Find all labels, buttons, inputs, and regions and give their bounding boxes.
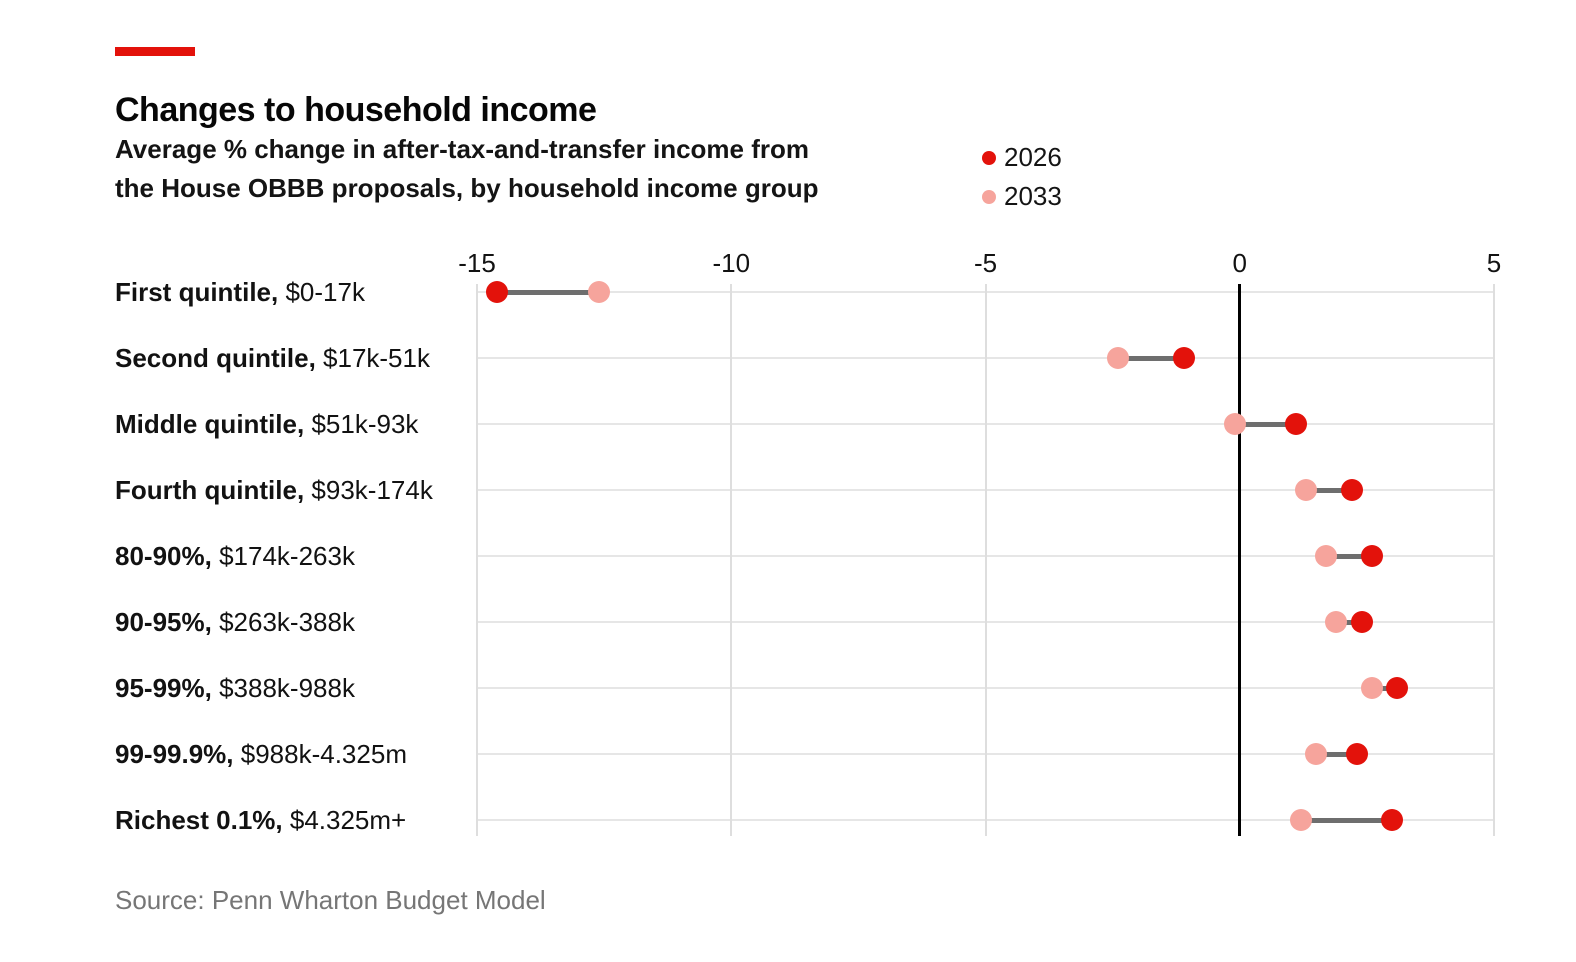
data-point-2033 <box>1360 677 1383 700</box>
x-gridline <box>730 284 733 836</box>
data-point-2026 <box>1360 545 1383 568</box>
category-group-name: Second quintile, <box>115 343 316 374</box>
legend-item-2026: 2026 <box>982 138 1062 177</box>
category-group-name: Richest 0.1%, <box>115 805 283 836</box>
x-gridline <box>984 284 987 836</box>
x-tick-label: -5 <box>973 248 998 278</box>
subtitle-line-1: Average % change in after-tax-and-transf… <box>115 134 809 164</box>
category-label: 90-95%, $263k-388k <box>115 604 355 640</box>
data-point-2033 <box>1223 413 1246 436</box>
legend-item-2033: 2033 <box>982 177 1062 216</box>
data-point-2026 <box>1284 413 1307 436</box>
chart-subtitle: Average % change in after-tax-and-transf… <box>115 130 819 208</box>
category-group-name: Middle quintile, <box>115 409 305 440</box>
category-income-range: $388k-988k <box>211 673 355 704</box>
connector-line <box>1234 421 1296 427</box>
category-label: Second quintile, $17k-51k <box>115 340 430 376</box>
data-point-2033 <box>1106 347 1129 370</box>
connector-line <box>1326 553 1372 559</box>
data-point-2033 <box>588 281 611 303</box>
legend: 2026 2033 <box>982 138 1062 216</box>
connector-line <box>497 289 600 295</box>
x-tick-label: 5 <box>1486 248 1502 278</box>
category-group-name: Fourth quintile, <box>115 475 305 506</box>
category-label: Middle quintile, $51k-93k <box>115 406 418 442</box>
data-point-2033 <box>1294 479 1317 502</box>
connector-line <box>1336 619 1362 625</box>
legend-dot-2033-icon <box>982 189 996 204</box>
category-group-name: 95-99%, <box>115 673 212 704</box>
category-income-range: $51k-93k <box>304 409 419 440</box>
category-group-name: First quintile, <box>115 277 279 307</box>
x-gridline <box>1493 284 1495 836</box>
page-title: Changes to household income <box>115 90 597 129</box>
accent-bar <box>115 47 195 56</box>
data-point-2026 <box>1381 809 1404 832</box>
data-point-2026 <box>1350 611 1373 634</box>
data-point-2026 <box>1345 743 1368 766</box>
legend-label-2033: 2033 <box>1004 181 1062 211</box>
category-label: Richest 0.1%, $4.325m+ <box>115 802 406 838</box>
connector-line <box>1300 817 1393 823</box>
category-income-range: $17k-51k <box>315 343 430 374</box>
connector-line <box>1305 487 1352 493</box>
data-point-2026 <box>486 281 509 303</box>
connector-line <box>1316 751 1357 757</box>
subtitle-line-2: the House OBBB proposals, by household i… <box>115 173 819 203</box>
legend-label-2026: 2026 <box>1004 142 1062 172</box>
category-group-name: 90-95%, <box>115 607 212 638</box>
data-point-2033 <box>1315 545 1338 568</box>
legend-dot-2026-icon <box>982 150 996 165</box>
data-point-2033 <box>1325 611 1348 634</box>
data-point-2033 <box>1305 743 1328 766</box>
category-group-name: 99-99.9%, <box>115 739 234 770</box>
data-point-2026 <box>1386 677 1409 700</box>
zero-axis-line <box>1238 284 1242 836</box>
source-note: Source: Penn Wharton Budget Model <box>115 885 546 915</box>
category-label: 99-99.9%, $988k-4.325m <box>115 736 407 772</box>
category-income-range: $988k-4.325m <box>233 739 407 770</box>
category-income-range: $93k-174k <box>304 475 433 506</box>
category-group-name: 80-90%, <box>115 541 212 572</box>
category-label: 95-99%, $388k-988k <box>115 670 355 706</box>
x-tick-label: 0 <box>1232 248 1247 278</box>
category-label: First quintile, $0-17k <box>115 274 365 310</box>
category-income-range: $4.325m+ <box>282 805 407 836</box>
connector-line <box>1117 355 1184 361</box>
data-point-2026 <box>1340 479 1363 502</box>
category-label: 80-90%, $174k-263k <box>115 538 355 574</box>
data-point-2033 <box>1289 809 1312 832</box>
data-point-2026 <box>1172 347 1195 370</box>
x-tick-label: -15 <box>458 248 496 278</box>
connector-line <box>1371 685 1398 691</box>
category-label: Fourth quintile, $93k-174k <box>115 472 433 508</box>
x-gridline <box>476 284 478 836</box>
category-income-range: $174k-263k <box>211 541 355 572</box>
x-tick-label: -10 <box>712 248 751 278</box>
category-income-range: $0-17k <box>278 277 365 307</box>
category-income-range: $263k-388k <box>211 607 355 638</box>
